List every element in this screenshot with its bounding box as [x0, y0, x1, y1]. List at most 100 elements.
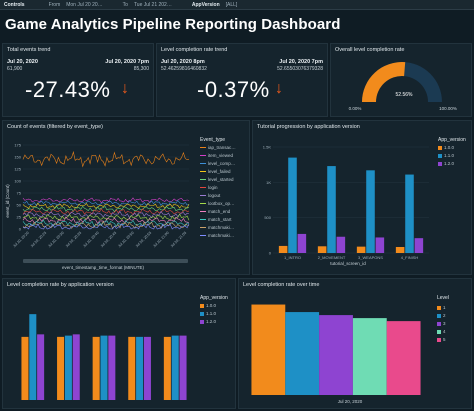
legend-label: 2 [443, 313, 446, 318]
x-axis-label: tutorial_screen_id [330, 261, 366, 266]
level-over-time-panel[interactable]: Level completion rate over time Jul 20, … [238, 278, 472, 409]
legend-item[interactable]: matchmaki… [200, 233, 234, 238]
legend-item[interactable]: 2 [437, 313, 446, 318]
from-date-picker[interactable]: Mon Jul 20 20… [66, 1, 103, 8]
legend-label: 5 [443, 337, 446, 342]
legend-swatch [200, 178, 206, 181]
legend-title: Event_type [200, 137, 226, 143]
kpi-change: -0.37% [197, 77, 270, 102]
legend-item[interactable]: 1 [437, 305, 446, 310]
bar [356, 246, 366, 253]
level-completion-trend-panel[interactable]: Level completion rate trend Jul 20, 2020… [156, 43, 328, 117]
controls-bar: Controls From Mon Jul 20 20… To Tue Jul … [0, 0, 474, 10]
legend-swatch [200, 210, 206, 213]
bar [143, 336, 151, 400]
legend-item[interactable]: lootbox_op… [200, 201, 235, 206]
gauge-chart: 52.56% 0.00% 100.00% [349, 62, 457, 111]
bar [395, 246, 405, 253]
legend-swatch [200, 186, 206, 189]
series-line [22, 213, 190, 222]
bar [37, 334, 45, 400]
legend-label: iap_transac… [208, 145, 236, 150]
bar [171, 335, 179, 400]
series-line [22, 199, 190, 207]
legend-item[interactable]: 1.0.0 [200, 303, 216, 308]
legend-item[interactable]: logout [200, 193, 220, 198]
total-events-panel[interactable]: Total events trend Jul 20, 2020 61,900 J… [2, 43, 154, 117]
legend-item[interactable]: level_failed [200, 169, 231, 174]
legend-item[interactable]: 1.2.0 [200, 319, 216, 324]
bar [21, 336, 29, 400]
legend-item[interactable]: 1.1.0 [200, 311, 216, 316]
legend-item[interactable]: login [200, 185, 218, 190]
level-over-time-bar-chart: Jul 20, 2020 [251, 304, 421, 404]
y-tick-label: 1.5K [263, 145, 272, 150]
legend-swatch [200, 311, 204, 316]
controls-label[interactable]: Controls [4, 1, 25, 8]
bar [29, 314, 37, 400]
bar [288, 157, 297, 253]
bar [366, 170, 375, 253]
down-arrow-icon: ↓ [275, 80, 283, 97]
bar [108, 335, 116, 400]
x-tick-label: 3_WEAPONS [358, 255, 383, 260]
legend-swatch [438, 153, 442, 158]
legend-item[interactable]: 4 [437, 329, 446, 334]
legend-swatch [200, 303, 204, 308]
legend-swatch [200, 162, 206, 165]
event-count-panel[interactable]: Count of events (filtered by event_type)… [2, 120, 250, 275]
legend-item[interactable]: level_comp… [200, 161, 235, 166]
overall-completion-gauge-panel[interactable]: Overall level completion rate 52.56% 0.0… [330, 43, 472, 117]
level-by-version-panel[interactable]: Level completion rate by application ver… [2, 278, 236, 409]
bar [92, 336, 100, 400]
bar [278, 245, 288, 253]
appversion-select[interactable]: [ALL] [225, 1, 238, 8]
x-tick-label: Jul 20, 21:00 [152, 231, 169, 248]
bar [414, 238, 424, 253]
bar [64, 335, 72, 400]
y-tick-label: 150 [14, 155, 21, 160]
legend-item[interactable]: 5 [437, 337, 446, 342]
legend-label: level_started [208, 177, 234, 182]
y-tick-label: 500 [264, 215, 271, 220]
legend-item[interactable]: iap_transac… [200, 145, 236, 150]
bar [386, 321, 421, 395]
y-tick-label: 125 [14, 167, 21, 172]
y-tick-label: 25 [17, 215, 22, 220]
legend-item[interactable]: 3 [437, 321, 446, 326]
to-date-picker[interactable]: Tue Jul 21 202… [133, 1, 172, 8]
bar [327, 166, 336, 253]
panel-title: Level completion rate over time [243, 282, 320, 288]
bar [317, 246, 327, 253]
events-line-chart: event_id (Count) event_timestamp_time_fo… [5, 143, 190, 270]
kpi-value-right: 52.65503076379328 [277, 66, 323, 72]
tutorial-progression-panel[interactable]: Tutorial progression by application vers… [252, 120, 472, 275]
legend-item[interactable]: 1.1.0 [438, 153, 454, 158]
gauge-fill [362, 62, 406, 102]
legend-item[interactable]: level_started [200, 177, 234, 182]
legend-label: level_failed [208, 169, 231, 174]
bar [336, 236, 346, 253]
series-line [22, 150, 190, 168]
legend-item[interactable]: 1.2.0 [438, 161, 454, 166]
y-tick-label: 0 [269, 251, 272, 256]
legend-item[interactable]: 1.0.0 [438, 145, 454, 150]
kpi-date-left: Jul 20, 2020 8pm [161, 59, 205, 65]
legend-item[interactable]: match_end [200, 209, 230, 214]
legend-item[interactable]: matchmaki… [200, 225, 234, 230]
bar [57, 336, 65, 400]
bar [297, 233, 307, 253]
series-line [22, 202, 190, 209]
bar [352, 318, 387, 395]
legend-label: item_viewed [208, 153, 234, 158]
kpi-value-left: 61,900 [7, 66, 23, 72]
legend-label: 1.1.0 [444, 153, 455, 158]
legend-swatch [437, 305, 441, 310]
legend-item[interactable]: item_viewed [200, 153, 233, 158]
legend-item[interactable]: match_start [200, 217, 232, 222]
gauge-min-label: 0.00% [349, 106, 362, 111]
legend-swatch [200, 202, 206, 205]
chart-scrollbar[interactable] [23, 259, 188, 263]
legend-label: login [208, 185, 218, 190]
legend-label: logout [208, 193, 221, 198]
